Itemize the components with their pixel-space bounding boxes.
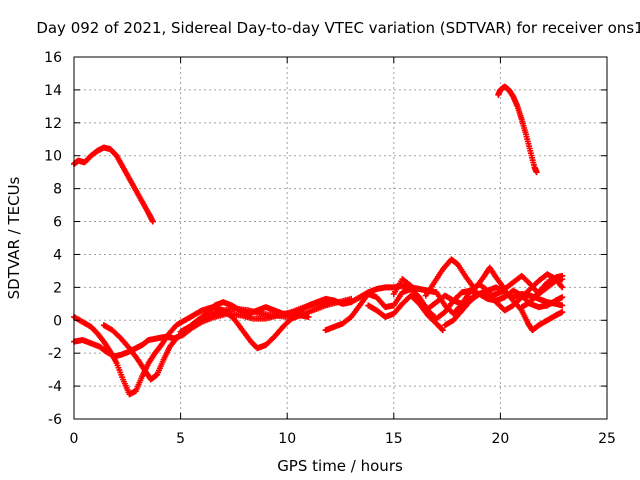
data-point <box>439 327 446 334</box>
y-tick-label: 8 <box>53 182 62 198</box>
data-point <box>559 294 566 301</box>
series-arc-h <box>422 256 566 299</box>
series-arc-high-early <box>71 144 156 225</box>
x-tick-label: 15 <box>385 431 403 447</box>
axis-ticks: 0 5 10 15 20 25 -6 -4 -2 0 2 4 6 8 10 12 14 16 <box>44 50 616 447</box>
series-arc-k <box>518 272 566 311</box>
y-tick-label: 6 <box>53 215 62 231</box>
y-tick-label: 14 <box>44 83 62 99</box>
y-tick-label: 0 <box>53 313 62 329</box>
series-arc-i <box>433 271 566 317</box>
y-tick-label: -4 <box>48 379 62 395</box>
data-point <box>149 218 156 225</box>
grid <box>74 57 607 419</box>
y-tick-label: -6 <box>48 412 62 428</box>
data-series <box>71 83 566 398</box>
y-tick-label: 10 <box>44 149 62 165</box>
data-point <box>559 272 566 279</box>
x-tick-label: 10 <box>278 431 296 447</box>
data-point <box>559 309 566 316</box>
y-axis-label: SDTVAR / TECUs <box>5 176 23 299</box>
data-point <box>533 169 540 176</box>
series-arc-f <box>365 292 446 334</box>
data-point <box>558 283 565 290</box>
plot-frame <box>73 56 608 420</box>
data-point <box>559 302 566 309</box>
series-arc-j <box>441 287 566 334</box>
series-arc-high-late <box>495 83 540 176</box>
data-point <box>305 313 312 320</box>
data-point <box>438 326 445 333</box>
y-tick-label: 16 <box>44 50 62 66</box>
y-tick-label: 4 <box>53 247 62 263</box>
chart-title: Day 092 of 2021, Sidereal Day-to-day VTE… <box>36 19 640 37</box>
data-point <box>559 284 566 291</box>
y-tick-label: 12 <box>44 116 62 132</box>
x-tick-label: 5 <box>176 431 185 447</box>
x-tick-label: 0 <box>70 431 79 447</box>
y-tick-label: -2 <box>48 346 62 362</box>
x-tick-label: 25 <box>598 431 616 447</box>
y-tick-label: 2 <box>53 280 62 296</box>
x-tick-label: 20 <box>491 431 509 447</box>
x-axis-label: GPS time / hours <box>277 457 403 475</box>
series-arc-d <box>177 282 440 335</box>
